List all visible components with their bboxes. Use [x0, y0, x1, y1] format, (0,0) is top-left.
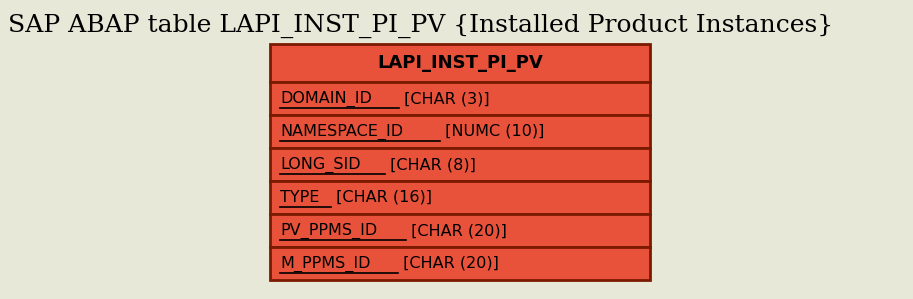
Text: [NUMC (10)]: [NUMC (10)]: [440, 124, 544, 139]
Text: [CHAR (16)]: [CHAR (16)]: [331, 190, 432, 205]
Bar: [270, 148, 650, 181]
Bar: [270, 115, 650, 148]
Bar: [270, 44, 650, 82]
Text: TYPE: TYPE: [280, 190, 320, 205]
Bar: [270, 247, 650, 280]
Text: [CHAR (20)]: [CHAR (20)]: [397, 256, 498, 271]
Text: [CHAR (3)]: [CHAR (3)]: [399, 91, 490, 106]
Bar: [270, 181, 650, 214]
Text: LAPI_INST_PI_PV: LAPI_INST_PI_PV: [377, 54, 543, 72]
Text: [CHAR (20)]: [CHAR (20)]: [406, 223, 508, 238]
Text: M_PPMS_ID: M_PPMS_ID: [280, 255, 371, 271]
Text: DOMAIN_ID: DOMAIN_ID: [280, 90, 372, 107]
Text: PV_PPMS_ID: PV_PPMS_ID: [280, 222, 377, 239]
Text: LONG_SID: LONG_SID: [280, 156, 361, 173]
Text: NAMESPACE_ID: NAMESPACE_ID: [280, 123, 404, 140]
Text: SAP ABAP table LAPI_INST_PI_PV {Installed Product Instances}: SAP ABAP table LAPI_INST_PI_PV {Installe…: [8, 14, 834, 38]
Bar: [270, 82, 650, 115]
Bar: [270, 214, 650, 247]
Text: [CHAR (8)]: [CHAR (8)]: [384, 157, 476, 172]
